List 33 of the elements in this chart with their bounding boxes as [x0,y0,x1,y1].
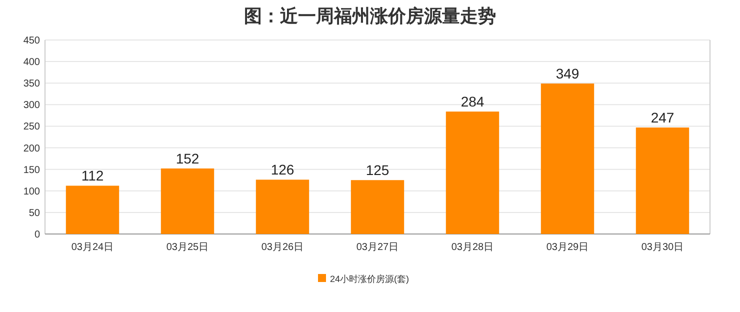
data-label: 125 [366,162,390,178]
chart-title: 图：近一周福州涨价房源量走势 [244,6,496,26]
data-label: 152 [176,150,200,166]
x-tick-label: 03月28日 [451,242,494,253]
x-tick-label: 03月24日 [71,242,114,253]
y-tick-label: 350 [23,78,40,90]
bar [160,168,214,234]
y-tick-label: 50 [28,208,40,219]
bar [636,128,690,234]
bar [66,186,120,234]
data-label: 284 [460,94,484,110]
y-tick-label: 200 [23,143,40,154]
bar [446,112,500,234]
y-tick-label: 250 [23,122,40,133]
x-tick-label: 03月26日 [261,242,304,253]
data-label: 112 [81,168,104,184]
data-label: 247 [650,110,674,126]
x-tick-label: 03月29日 [546,242,589,253]
legend-label: 24小时涨价房源(套) [330,274,410,284]
bar [256,180,310,234]
x-tick-label: 03月30日 [641,242,684,253]
y-tick-label: 100 [23,186,40,198]
x-tick-label: 03月25日 [166,242,209,253]
bar [350,180,404,234]
data-label: 126 [270,162,294,178]
data-label: 349 [556,66,580,82]
y-tick-label: 400 [23,57,40,68]
y-tick-label: 300 [23,100,40,112]
x-tick-label: 03月27日 [356,242,399,253]
y-tick-label: 150 [23,164,40,176]
bar [540,84,594,234]
y-tick-label: 0 [34,230,40,240]
y-tick-label: 450 [23,36,40,46]
